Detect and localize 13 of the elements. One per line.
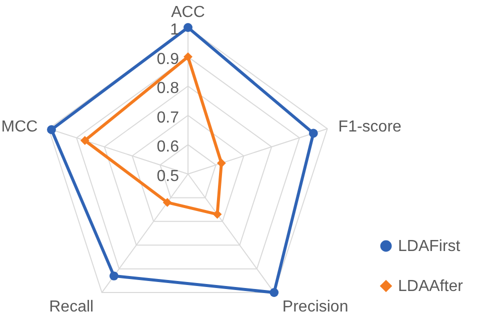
spoke-label: F1-score xyxy=(338,118,402,136)
spoke-label: Recall xyxy=(49,298,94,316)
y-tick-label: 0.6 xyxy=(156,138,180,156)
y-tick-label: 0.7 xyxy=(156,109,180,126)
spoke-label: Precision xyxy=(282,298,348,316)
y-tick-label: 0.9 xyxy=(156,50,180,68)
y-tick-label: 0.8 xyxy=(156,80,180,98)
y-tick-label: 1 xyxy=(170,22,180,38)
spoke-label: MCC xyxy=(1,118,38,136)
legend-label: LDAFirst xyxy=(398,238,461,255)
y-tick-label: 0.5 xyxy=(156,168,180,185)
legend-label: LDAAfter xyxy=(398,278,464,295)
spoke-label: ACC xyxy=(171,4,205,22)
